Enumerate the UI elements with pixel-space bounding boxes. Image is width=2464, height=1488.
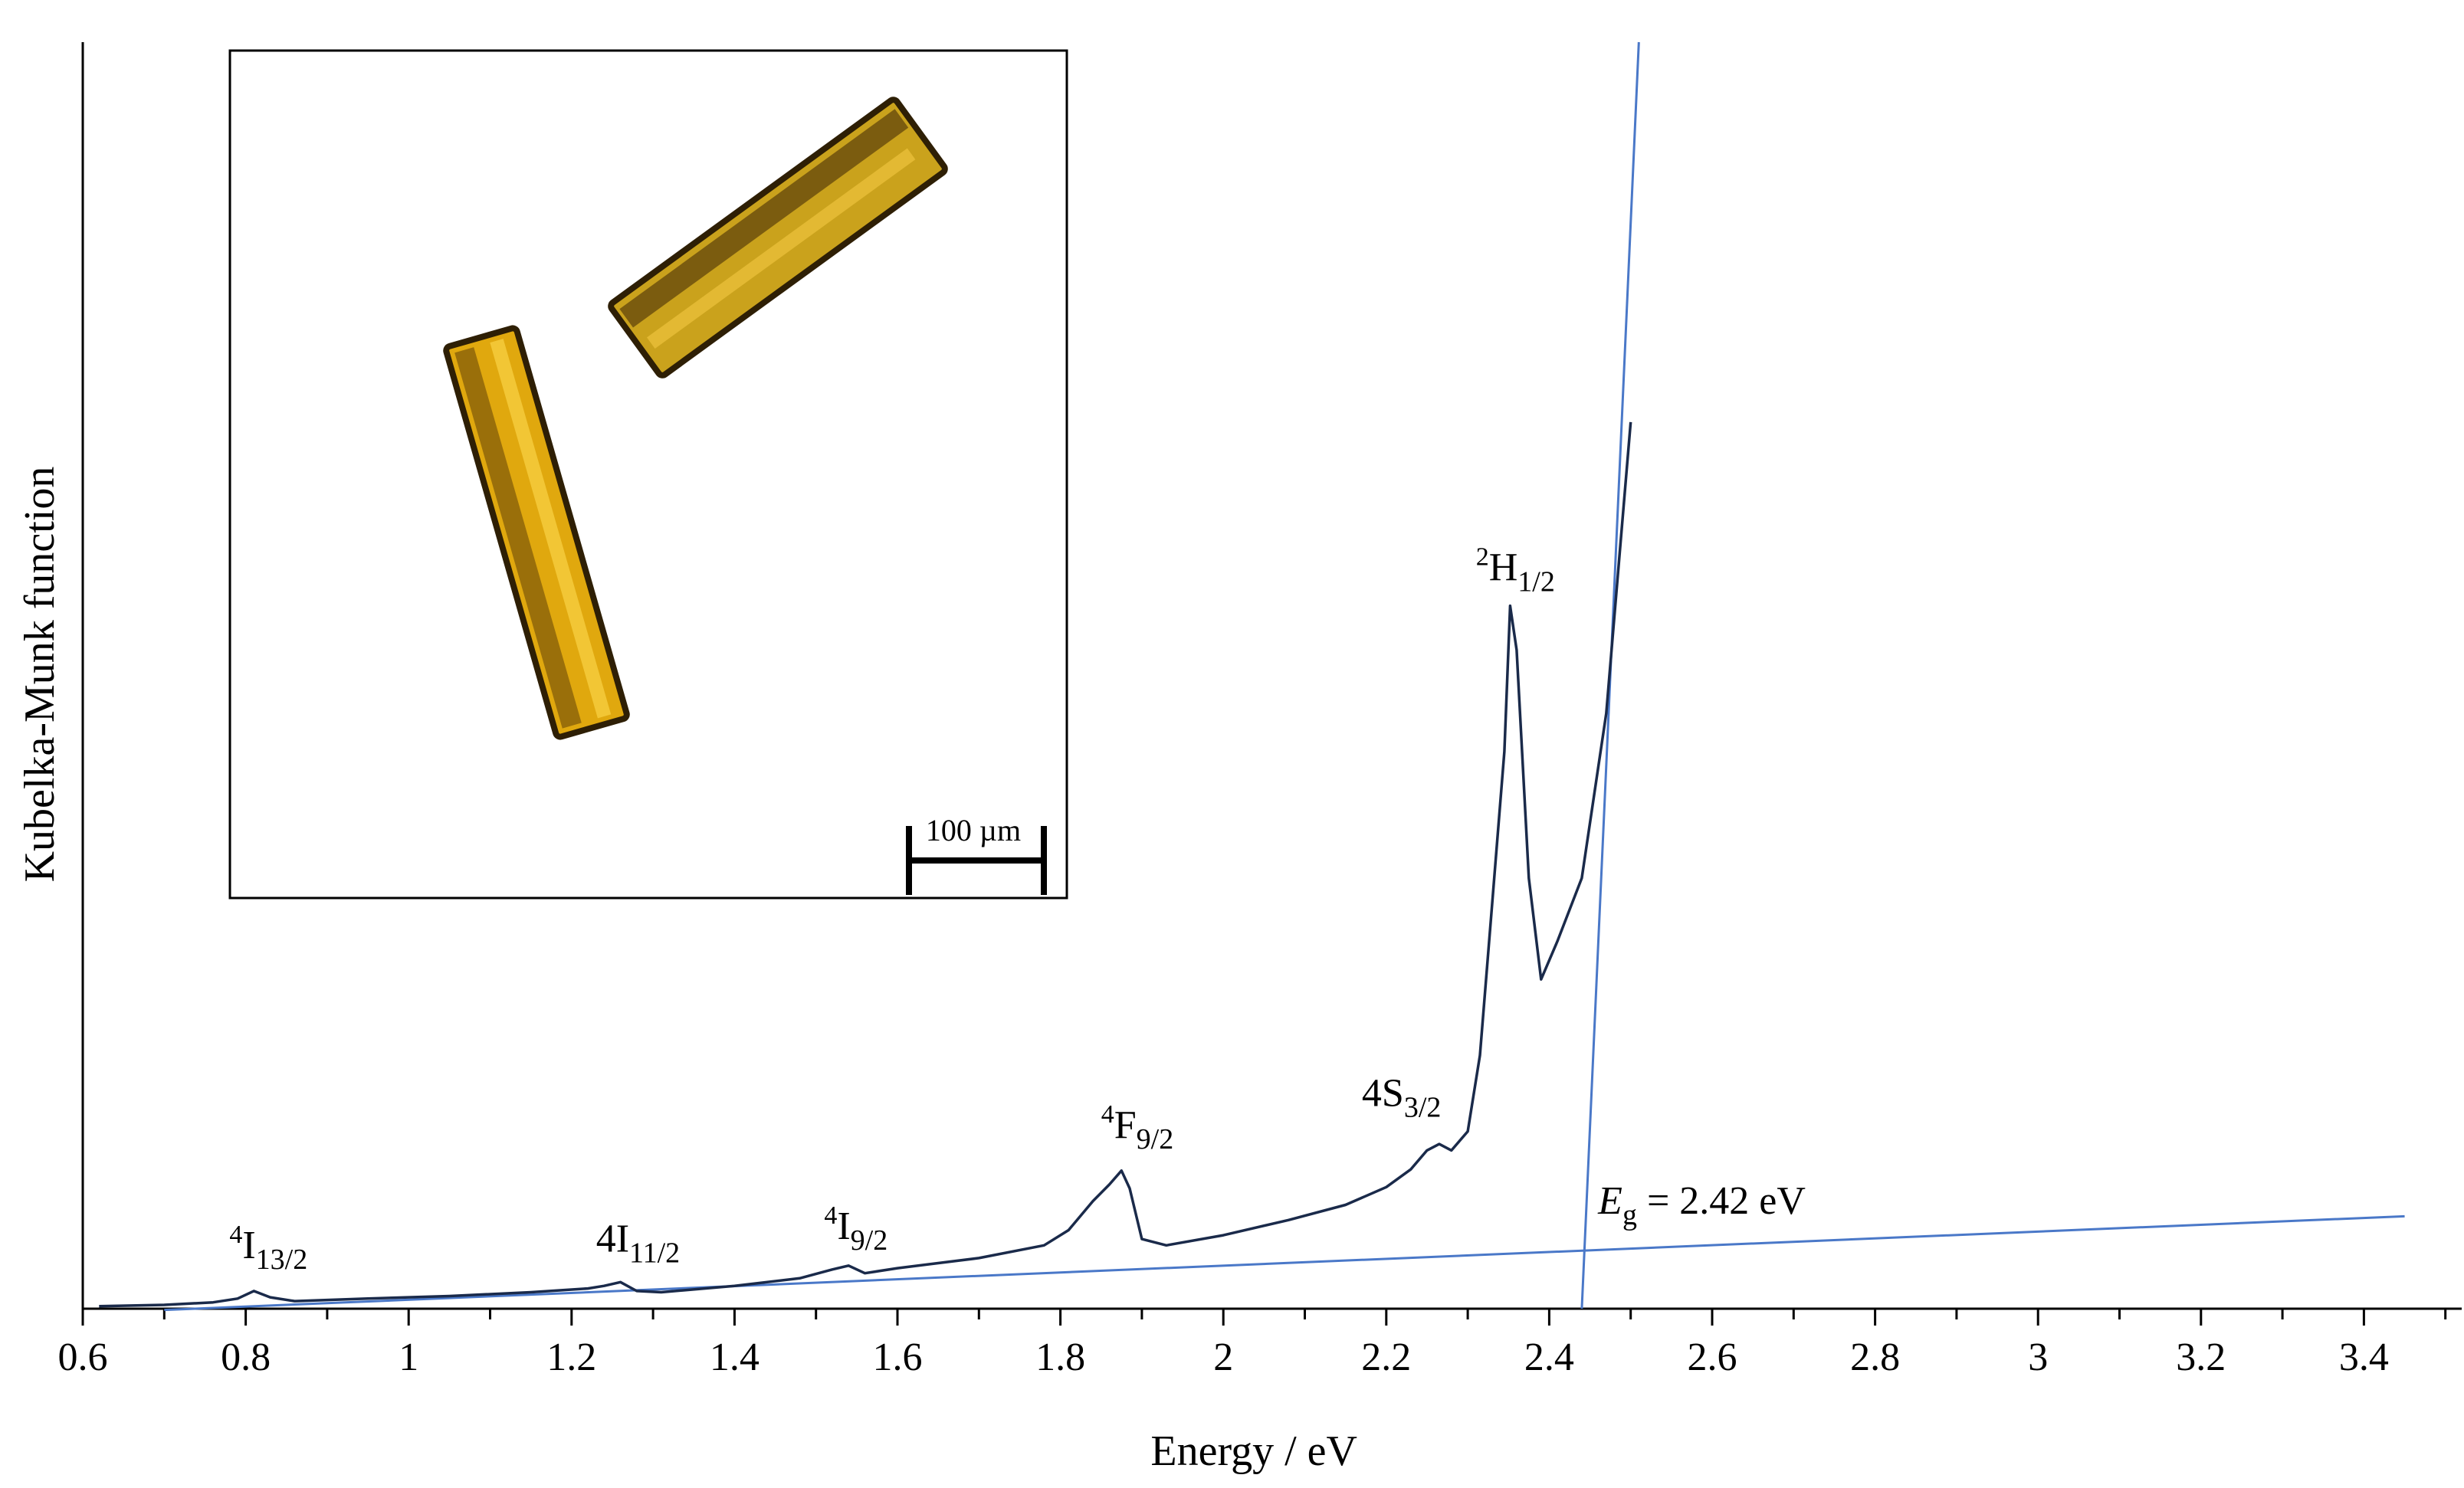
peak-annotations: 4I13/2 4I11/2 4I9/2 4F9/2 4S3/2 2H1/2 Eg = 2.4… bbox=[229, 543, 1806, 1276]
x-tick-label: 2.8 bbox=[1850, 1336, 1900, 1379]
y-axis-title: Kubelka-Munk function bbox=[16, 467, 64, 883]
x-tick-label: 2 bbox=[1213, 1336, 1233, 1379]
x-tick-label: 3 bbox=[2028, 1336, 2048, 1379]
inset-micrograph: 100 µm bbox=[228, 49, 1068, 900]
crystal-upper-highlight bbox=[647, 148, 916, 349]
x-tick-label: 2.4 bbox=[1524, 1336, 1574, 1379]
peak-label: 2H1/2 bbox=[1476, 543, 1555, 598]
x-tick-label: 1.6 bbox=[873, 1336, 923, 1379]
x-tick-label: 3.4 bbox=[2339, 1336, 2389, 1379]
x-tick-label: 1 bbox=[399, 1336, 418, 1379]
peak-label: 4F9/2 bbox=[1101, 1100, 1173, 1155]
crystal-lower-highlight bbox=[490, 339, 612, 719]
x-ticks bbox=[81, 1309, 2447, 1326]
crystal-lower bbox=[443, 325, 630, 740]
inset-frame bbox=[228, 49, 1068, 900]
peak-label: 4I13/2 bbox=[229, 1221, 307, 1276]
scale-bar-label: 100 µm bbox=[926, 813, 1021, 847]
peak-label: 4I11/2 bbox=[596, 1218, 680, 1270]
x-tick-label: 3.2 bbox=[2176, 1336, 2226, 1379]
x-axis-title: Energy / eV bbox=[1150, 1427, 1357, 1475]
crystal-upper-shade bbox=[619, 109, 909, 328]
series-line bbox=[99, 421, 1632, 1308]
x-tick-labels: 0.6 0.8 1 1.2 1.4 1.6 1.8 2 2.2 2.4 2.6 2.8 3 3.2 3.4 bbox=[58, 1336, 2389, 1379]
x-tick-label: 1.2 bbox=[546, 1336, 596, 1379]
series-group bbox=[99, 421, 1632, 1308]
axes bbox=[81, 42, 2462, 1310]
fit-line bbox=[164, 1214, 2405, 1312]
crystal-upper bbox=[608, 97, 948, 379]
x-tick-label: 1.4 bbox=[710, 1336, 760, 1379]
x-tick-label: 1.8 bbox=[1035, 1336, 1085, 1379]
x-tick-label: 2.2 bbox=[1361, 1336, 1411, 1379]
crystal-lower-shade bbox=[454, 347, 582, 729]
band-gap-label: Eg = 2.42 eV bbox=[1597, 1179, 1806, 1231]
peak-label: 4S3/2 bbox=[1362, 1072, 1441, 1124]
x-tick-label: 0.8 bbox=[221, 1336, 271, 1379]
peak-label: 4I9/2 bbox=[824, 1201, 887, 1257]
x-tick-label: 2.6 bbox=[1688, 1336, 1737, 1379]
x-tick-label: 0.6 bbox=[58, 1336, 108, 1379]
